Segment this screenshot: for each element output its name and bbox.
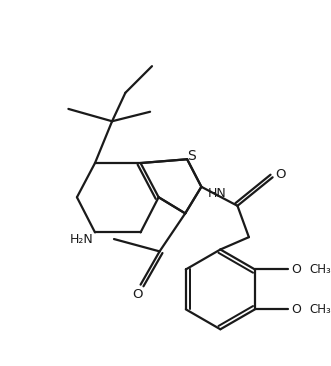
Text: HN: HN bbox=[208, 187, 227, 200]
Text: O: O bbox=[291, 263, 301, 276]
Text: S: S bbox=[187, 149, 196, 163]
Text: O: O bbox=[275, 168, 285, 181]
Text: O: O bbox=[132, 288, 143, 300]
Text: CH₃: CH₃ bbox=[309, 263, 331, 276]
Text: CH₃: CH₃ bbox=[309, 303, 331, 316]
Text: O: O bbox=[291, 303, 301, 316]
Text: H₂N: H₂N bbox=[69, 232, 93, 246]
